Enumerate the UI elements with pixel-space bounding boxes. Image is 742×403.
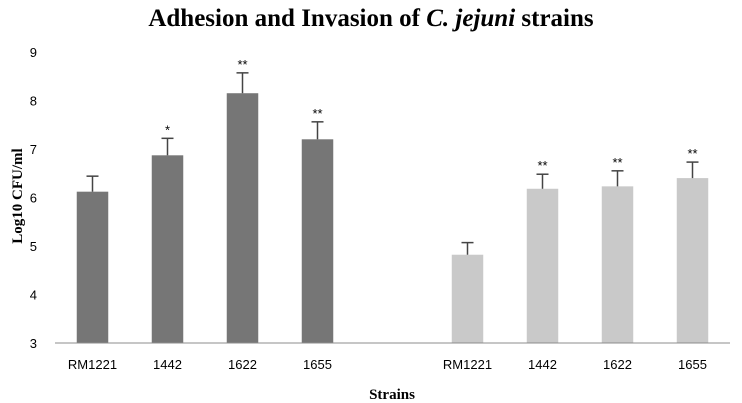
significance-label: * (165, 122, 170, 137)
significance-label: ** (312, 106, 322, 121)
x-tick-label: 1655 (678, 357, 707, 372)
y-tick-label: 8 (30, 94, 37, 109)
significance-label: ** (612, 155, 622, 170)
chart-title: Adhesion and Invasion of C. jejuni strai… (148, 5, 594, 32)
chart-title-italic: C. jejuni (426, 5, 515, 32)
y-tick-label: 3 (30, 336, 37, 351)
chart-title-prefix: Adhesion and Invasion of (148, 5, 426, 32)
y-axis-label: Log10 CFU/ml (10, 148, 26, 243)
chart-title-suffix: strains (515, 5, 594, 32)
bar (76, 191, 109, 343)
y-tick-label: 9 (30, 45, 37, 60)
x-tick-label: 1442 (153, 357, 182, 372)
x-axis-ticks: RM1221 1442 1622 1655 RM1221 1442 1622 1655 (68, 357, 707, 372)
bar (676, 178, 709, 343)
x-tick-label: 1622 (228, 357, 257, 372)
x-axis-label: Strains (369, 387, 415, 403)
x-tick-label: 1442 (528, 357, 557, 372)
x-tick-label: RM1221 (443, 357, 492, 372)
y-tick-label: 4 (30, 288, 37, 303)
y-tick-label: 6 (30, 191, 37, 206)
bar (151, 155, 184, 343)
x-tick-label: RM1221 (68, 357, 117, 372)
bar (451, 254, 484, 343)
bar (601, 186, 634, 343)
significance-label: ** (687, 146, 697, 161)
y-axis-ticks: 3 4 5 6 7 8 9 (30, 45, 37, 351)
bar (301, 139, 334, 343)
x-tick-label: 1622 (603, 357, 632, 372)
y-tick-label: 5 (30, 239, 37, 254)
x-tick-label: 1655 (303, 357, 332, 372)
significance-label: ** (537, 158, 547, 173)
bars-group: ******* **** (76, 57, 709, 343)
bar (226, 93, 259, 343)
bar (526, 188, 559, 343)
significance-label: ** (237, 57, 247, 72)
y-tick-label: 7 (30, 142, 37, 157)
